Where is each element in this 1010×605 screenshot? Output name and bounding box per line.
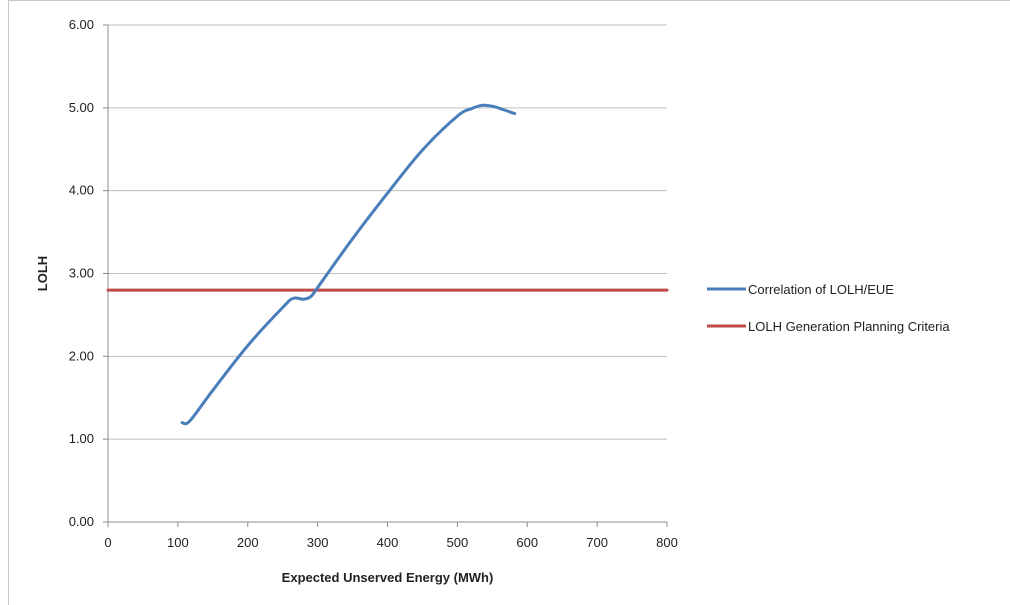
series-line-correlation bbox=[180, 103, 517, 426]
y-tick-label-5: 5.00 bbox=[69, 100, 94, 115]
x-tick-label-3: 300 bbox=[307, 535, 329, 550]
series-layer bbox=[106, 103, 669, 426]
axes-layer bbox=[103, 24, 668, 527]
x-tick-label-1: 100 bbox=[167, 535, 189, 550]
x-tick-label-2: 200 bbox=[237, 535, 259, 550]
legend-label-criteria: LOLH Generation Planning Criteria bbox=[748, 319, 950, 334]
y-tick-label-3: 3.00 bbox=[69, 266, 94, 281]
y-tick-label-1: 1.00 bbox=[69, 431, 94, 446]
legend-label-correlation: Correlation of LOLH/EUE bbox=[748, 282, 894, 297]
x-tick-label-4: 400 bbox=[377, 535, 399, 550]
tick-labels: 0.00 1.00 2.00 3.00 4.00 5.00 6.00 0 100 200 300 40… bbox=[69, 17, 678, 550]
x-tick-label-8: 800 bbox=[656, 535, 678, 550]
y-tick-label-0: 0.00 bbox=[69, 514, 94, 529]
legend-item-criteria: LOLH Generation Planning Criteria bbox=[707, 319, 950, 334]
x-tick-label-0: 0 bbox=[104, 535, 111, 550]
y-tick-label-4: 4.00 bbox=[69, 183, 94, 198]
y-tick-label-2: 2.00 bbox=[69, 348, 94, 363]
grid-layer bbox=[108, 24, 667, 440]
legend: Correlation of LOLH/EUE LOLH Generation … bbox=[707, 282, 950, 334]
y-axis-title: LOLH bbox=[35, 256, 50, 291]
x-tick-label-5: 500 bbox=[447, 535, 469, 550]
x-axis-title: Expected Unserved Energy (MWh) bbox=[282, 570, 494, 585]
legend-item-correlation: Correlation of LOLH/EUE bbox=[707, 282, 894, 297]
x-tick-label-6: 600 bbox=[516, 535, 538, 550]
x-tick-label-7: 700 bbox=[586, 535, 608, 550]
y-tick-label-6: 6.00 bbox=[69, 17, 94, 32]
chart-frame bbox=[8, 0, 1010, 605]
